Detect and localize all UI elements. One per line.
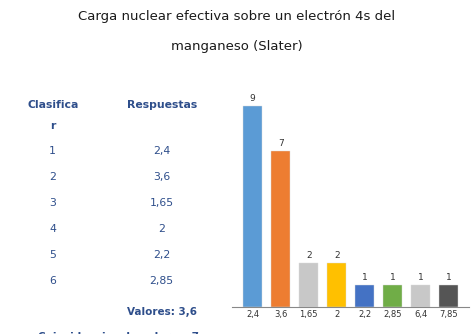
Text: 2: 2: [158, 224, 165, 234]
Text: r: r: [50, 121, 55, 131]
Text: 6: 6: [49, 276, 56, 286]
Bar: [439, 285, 458, 307]
Text: 2,85: 2,85: [150, 276, 174, 286]
Text: 1: 1: [49, 146, 56, 156]
Text: 1,65: 1,65: [150, 198, 174, 208]
Bar: [383, 285, 402, 307]
Text: 2: 2: [334, 251, 339, 260]
Bar: [327, 263, 346, 307]
Bar: [299, 263, 318, 307]
Text: Clasifica: Clasifica: [27, 100, 78, 110]
Text: 7: 7: [278, 139, 283, 148]
Text: Carga nuclear efectiva sobre un electrón 4s del: Carga nuclear efectiva sobre un electrón…: [78, 10, 396, 23]
Text: 3: 3: [49, 198, 56, 208]
Text: Valores: 3,6: Valores: 3,6: [127, 307, 197, 317]
Text: 5: 5: [49, 250, 56, 260]
Text: 1: 1: [418, 273, 424, 282]
Bar: [243, 106, 262, 307]
Text: 1: 1: [390, 273, 396, 282]
Bar: [271, 151, 290, 307]
Text: manganeso (Slater): manganeso (Slater): [171, 40, 303, 53]
Text: 3,6: 3,6: [153, 172, 170, 182]
Text: Respuestas: Respuestas: [127, 100, 197, 110]
Text: 2,4: 2,4: [153, 146, 170, 156]
Text: 2: 2: [49, 172, 56, 182]
Text: 1: 1: [446, 273, 452, 282]
Text: 9: 9: [250, 94, 255, 103]
Text: Coincidencias de valores: 7: Coincidencias de valores: 7: [37, 332, 199, 334]
Text: 2: 2: [306, 251, 311, 260]
Bar: [411, 285, 430, 307]
Text: 4: 4: [49, 224, 56, 234]
Text: 2,2: 2,2: [153, 250, 170, 260]
Bar: [355, 285, 374, 307]
Text: 1: 1: [362, 273, 368, 282]
